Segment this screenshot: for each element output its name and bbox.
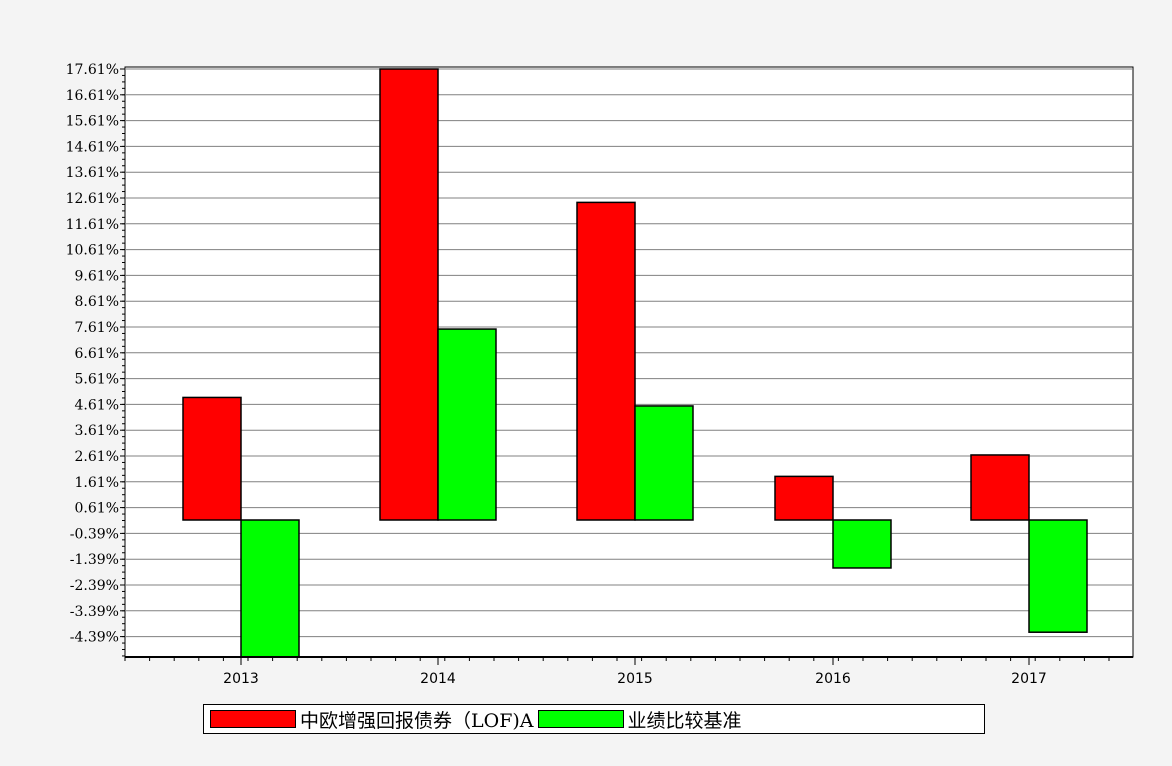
y-tick-label: -0.39% [70,526,119,542]
y-tick-label: 2.61% [75,449,119,465]
y-tick-label: 7.61% [75,320,119,336]
y-tick-label: 5.61% [75,372,119,388]
y-tick-label: 13.61% [66,165,119,181]
bar-fund-2015 [576,201,636,521]
y-tick-label: 4.61% [75,397,119,413]
y-tick-label: -4.39% [70,630,119,646]
y-tick-label: -1.39% [70,552,119,568]
y-tick-label: 14.61% [66,139,119,155]
x-tick-label: 2014 [420,671,456,687]
bar-benchmark-2013 [240,519,300,658]
legend: 中欧增强回报债券（LOF)A 业绩比较基准 [203,704,985,734]
bar-benchmark-2015 [634,405,694,521]
bar-fund-2017 [970,454,1030,521]
y-tick-label: 11.61% [66,217,119,233]
bar-fund-2016 [774,475,834,521]
y-tick-label: 3.61% [75,423,119,439]
bar-benchmark-2014 [437,328,497,521]
bar-benchmark-2016 [832,519,892,569]
bar-fund-2014 [379,68,439,521]
y-tick-label: -3.39% [70,604,119,620]
bar-benchmark-2017 [1028,519,1088,633]
x-tick-label: 2015 [617,671,653,687]
x-axis-ticks: 2013 2014 2015 2016 2017 [124,657,1110,687]
y-tick-label: 12.61% [66,191,119,207]
y-tick-label: 1.61% [75,475,119,491]
legend-swatch-fund [210,710,296,728]
y-tick-label: 0.61% [75,501,119,517]
y-tick-label: 15.61% [66,114,119,130]
y-tick-label: 6.61% [75,346,119,362]
legend-swatch-benchmark [537,710,624,728]
y-tick-label: 8.61% [75,294,119,310]
y-tick-label: 9.61% [75,268,119,284]
y-tick-label: 16.61% [66,88,119,104]
x-tick-label: 2017 [1011,671,1047,687]
legend-item-benchmark: 业绩比较基准 [537,706,742,733]
x-tick-label: 2013 [223,671,259,687]
bar-fund-2013 [182,396,242,521]
y-tick-label: 17.61% [66,62,119,78]
legend-item-fund: 中欧增强回报债券（LOF)A [210,706,534,733]
x-tick-label: 2016 [815,671,851,687]
legend-label-fund: 中欧增强回报债券（LOF)A [300,709,534,732]
bars [182,68,1088,658]
y-axis-ticks: 17.61% 16.61% 15.61% 14.61% 13.61% 12.61% 11.6… [66,62,125,657]
y-tick-label: -2.39% [70,578,119,594]
y-tick-label: 10.61% [66,243,119,259]
legend-label-benchmark: 业绩比较基准 [627,709,742,732]
